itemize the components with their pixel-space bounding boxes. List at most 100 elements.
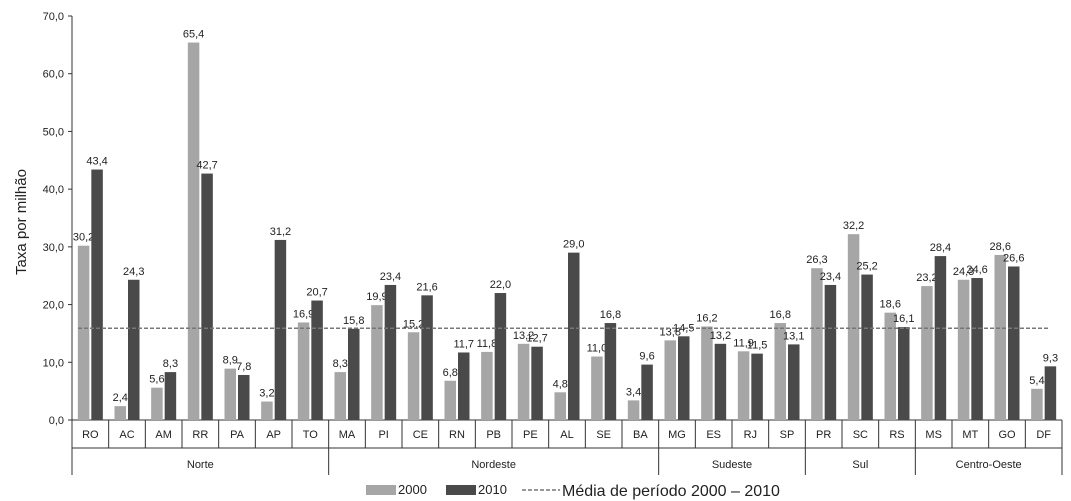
data-label-2010-DF: 9,3	[1043, 352, 1058, 364]
legend-swatch-2000	[366, 485, 396, 495]
bar-2010-SE	[604, 323, 617, 420]
data-label-2000-PE: 13,2	[513, 330, 534, 342]
category-label-GO: GO	[998, 429, 1016, 441]
data-label-2000-AP: 3,2	[259, 388, 274, 400]
category-label-CE: CE	[413, 429, 428, 441]
data-label-2000-MS: 23,2	[916, 272, 937, 284]
category-label-BA: BA	[633, 429, 648, 441]
bar-2000-MA	[334, 372, 346, 420]
y-tick-label: 60,0	[43, 69, 64, 81]
data-label-2000-TO: 16,9	[293, 308, 314, 320]
bar-2000-MG	[664, 340, 676, 420]
data-label-2000-BA: 3,4	[626, 386, 641, 398]
data-label-2000-SE: 11,0	[587, 343, 608, 355]
category-label-SE: SE	[596, 429, 611, 441]
data-label-2010-AM: 8,3	[163, 358, 178, 370]
bar-2000-CE	[407, 332, 420, 420]
bar-2010-PI	[384, 284, 397, 420]
region-label-sul: Sul	[852, 459, 868, 471]
bar-2010-RR	[201, 173, 213, 420]
category-label-ES: ES	[706, 429, 721, 441]
category-label-MS: MS	[925, 429, 942, 441]
data-label-2010-PB: 22,0	[490, 279, 511, 291]
data-label-2000-SP: 16,8	[770, 309, 791, 321]
category-label-AL: AL	[560, 429, 573, 441]
bar-2000-PR	[811, 268, 823, 420]
bar-2010-BA	[641, 364, 653, 420]
data-label-2000-RJ: 11,9	[733, 337, 754, 349]
data-label-2010-SE: 16,8	[600, 309, 621, 321]
data-label-2000-DF: 5,4	[1029, 375, 1044, 387]
bar-2000-TO	[297, 322, 310, 420]
category-label-AC: AC	[119, 429, 134, 441]
data-label-2010-MT: 24,6	[966, 264, 987, 276]
data-label-2000-RN: 6,8	[443, 367, 458, 379]
bar-2000-PE	[517, 343, 530, 420]
data-label-2010-PE: 12,7	[526, 333, 547, 345]
category-label-PI: PI	[378, 429, 388, 441]
bar-2010-RO	[91, 169, 103, 420]
bar-2000-RN	[444, 380, 456, 420]
bar-2010-MA	[348, 328, 360, 420]
bar-2000-AM	[151, 387, 163, 420]
bar-2010-PR	[824, 284, 837, 420]
y-axis-label: Taxa por milhão	[13, 169, 30, 275]
region-label-sudeste: Sudeste	[712, 459, 752, 471]
category-label-TO: TO	[303, 429, 319, 441]
bar-2010-RS	[898, 327, 910, 420]
data-label-2000-CE: 15,2	[403, 318, 424, 330]
data-label-2000-PI: 19,9	[366, 291, 387, 303]
category-label-RS: RS	[889, 429, 904, 441]
bar-2000-BA	[627, 400, 640, 420]
data-label-2000-MA: 8,3	[333, 358, 348, 370]
bar-2000-PI	[371, 305, 383, 420]
bar-2010-SC	[861, 274, 873, 420]
y-tick-label: 40,0	[43, 184, 64, 196]
category-label-PB: PB	[486, 429, 501, 441]
bar-2010-RN	[458, 352, 470, 420]
data-label-2000-RO: 30,2	[73, 232, 94, 244]
data-label-2010-AP: 31,2	[270, 226, 291, 238]
data-label-2010-PA: 7,8	[236, 361, 251, 373]
plot-area: 0,0 10,0 20,0 30,0 40,0 50,0 60,0 70,0 30,2 2,4 5,…	[43, 11, 1063, 475]
data-label-2010-TO: 20,7	[306, 287, 327, 299]
region-label-nordeste: Nordeste	[471, 459, 516, 471]
category-label-MA: MA	[339, 429, 356, 441]
bar-2000-ES	[701, 326, 713, 420]
category-label-AM: AM	[155, 429, 172, 441]
category-label-AP: AP	[266, 429, 281, 441]
bar-2000-MS	[921, 286, 933, 420]
bar-2010-MT	[971, 278, 983, 420]
chart-legend: 2000 2010 Média de período 2000 – 2010	[366, 482, 780, 500]
bar-2000-GO	[994, 254, 1006, 420]
bar-2000-AP	[261, 401, 273, 420]
category-label-PA: PA	[230, 429, 245, 441]
bar-2000-PA	[224, 368, 236, 420]
bar-2010-PA	[238, 374, 250, 420]
bar-2010-AC	[128, 279, 140, 420]
data-label-2000-AC: 2,4	[113, 392, 128, 404]
data-label-2000-RR: 65,4	[183, 29, 204, 41]
data-label-2000-GO: 28,6	[990, 241, 1011, 253]
bar-2010-TO	[311, 300, 323, 420]
bar-2000-RR	[187, 42, 200, 420]
legend-label-2000: 2000	[398, 482, 427, 497]
bar-2010-ES	[714, 343, 727, 420]
bar-2000-RS	[884, 312, 896, 420]
category-label-RR: RR	[192, 429, 208, 441]
category-label-RJ: RJ	[744, 429, 757, 441]
bar-2000-AL	[554, 392, 566, 420]
data-label-2010-RJ: 11,5	[747, 340, 768, 352]
region-label-norte: Norte	[187, 459, 214, 471]
bar-2010-AM	[164, 372, 177, 420]
category-label-MT: MT	[962, 429, 978, 441]
category-label-DF: DF	[1036, 429, 1051, 441]
bar-2000-AC	[114, 406, 126, 420]
y-tick-label: 10,0	[43, 357, 64, 369]
data-label-2010-CE: 21,6	[416, 281, 437, 293]
bar-2010-MG	[678, 336, 690, 420]
data-label-2000-AL: 4,8	[553, 378, 568, 390]
data-label-2010-ES: 13,2	[710, 330, 731, 342]
